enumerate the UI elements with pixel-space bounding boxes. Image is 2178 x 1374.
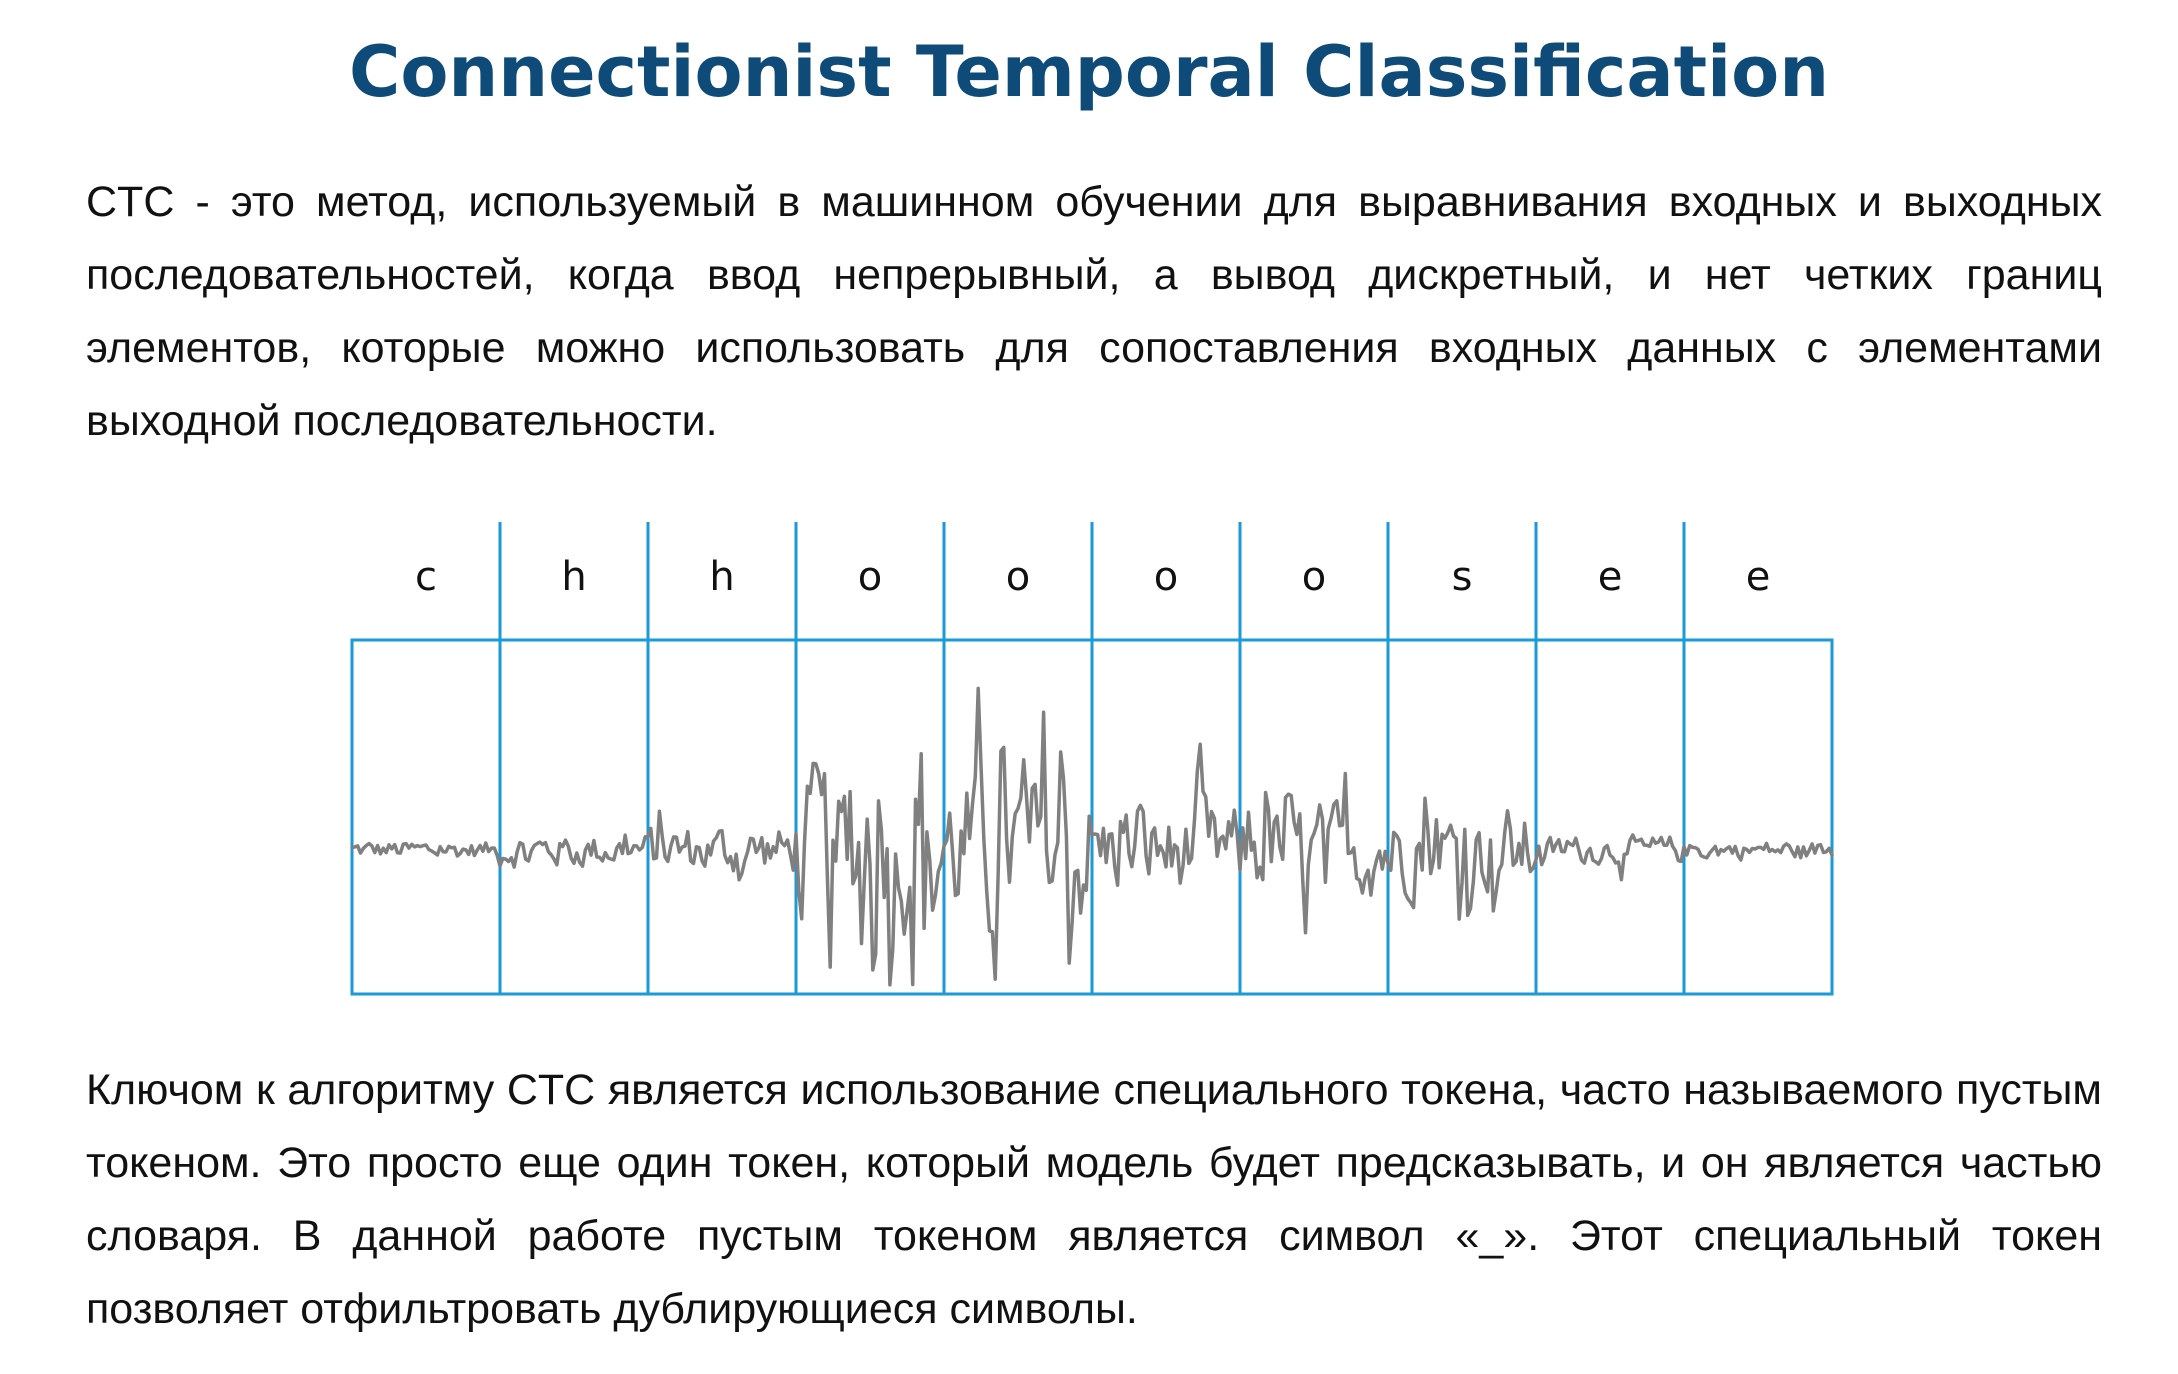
frame-letter: e (1746, 554, 1771, 600)
frame-letter: h (709, 554, 734, 600)
frame-letter: o (1154, 554, 1178, 600)
page-title: Connectionist Temporal Classification (348, 31, 1830, 113)
frame-letter: o (1302, 554, 1326, 600)
audio-waveform (350, 686, 1834, 987)
frame-letter: h (561, 554, 586, 600)
blank-token-paragraph: Ключом к алгоритму CTC является использо… (86, 1066, 2102, 1333)
waveform-box (350, 638, 1834, 996)
intro-paragraph: CTC - это метод, используемый в машинном… (86, 178, 2102, 445)
frame-letter: e (1598, 554, 1623, 600)
frame-letter: o (1006, 554, 1030, 600)
frame-letter: o (858, 554, 882, 600)
frame-letter: c (415, 554, 437, 600)
frame-dividers (498, 522, 1686, 994)
frame-letter: s (1452, 554, 1473, 600)
